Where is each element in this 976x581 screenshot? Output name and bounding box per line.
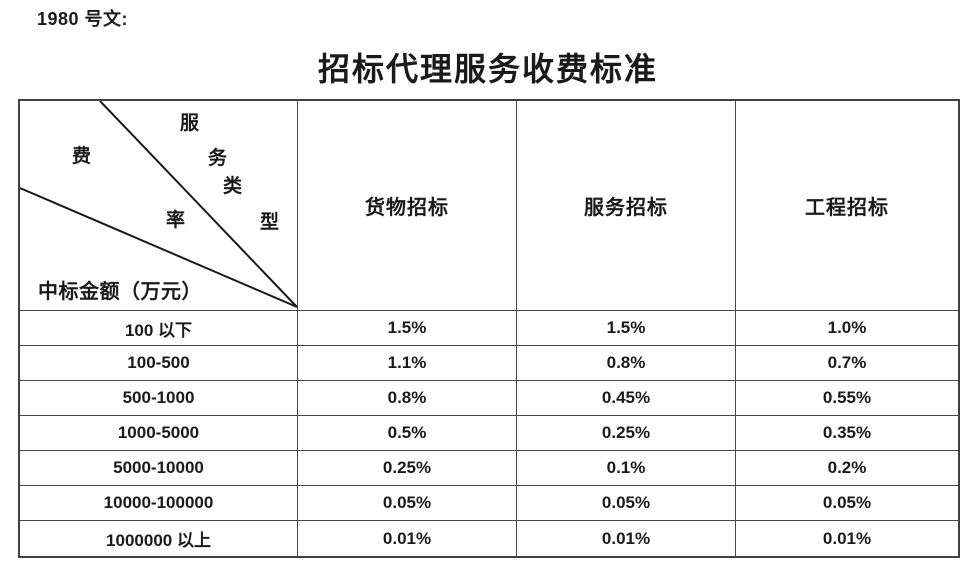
rate-cell: 0.05% xyxy=(298,486,517,521)
corner-service-char: 类 xyxy=(223,176,243,197)
rate-cell: 1.5% xyxy=(298,311,517,346)
fee-standard-table: 费 率 服 务 类 型 中标金额（万元） 货物招标 服务招标 工程招标 100 … xyxy=(18,99,960,558)
rate-cell: 0.05% xyxy=(517,486,736,521)
row-range-cell: 500-1000 xyxy=(20,381,298,416)
rate-cell: 0.05% xyxy=(736,486,958,521)
rate-cell: 0.01% xyxy=(517,521,736,556)
rate-cell: 1.0% xyxy=(736,311,958,346)
rate-cell: 1.1% xyxy=(298,346,517,381)
rate-cell: 0.25% xyxy=(517,416,736,451)
column-header-engineering: 工程招标 xyxy=(736,101,958,311)
column-header-goods: 货物招标 xyxy=(298,101,517,311)
corner-amount-label: 中标金额（万元） xyxy=(38,281,202,303)
document-ref-number: 1980 号文: xyxy=(37,9,129,29)
diagonal-divider-lines xyxy=(20,101,297,308)
row-range-cell: 5000-10000 xyxy=(20,451,298,486)
rate-cell: 0.45% xyxy=(517,381,736,416)
table-corner-cell: 费 率 服 务 类 型 中标金额（万元） xyxy=(20,101,298,311)
rate-cell: 0.55% xyxy=(736,381,958,416)
row-range-cell: 100 以下 xyxy=(20,311,298,346)
row-range-cell: 1000000 以上 xyxy=(20,521,298,556)
rate-cell: 0.1% xyxy=(517,451,736,486)
page-title: 招标代理服务收费标准 xyxy=(317,51,658,87)
corner-service-char: 型 xyxy=(260,212,280,233)
corner-fee-char: 费 xyxy=(72,146,92,167)
column-header-services: 服务招标 xyxy=(517,101,736,311)
rate-cell: 0.8% xyxy=(517,346,736,381)
rate-cell: 0.5% xyxy=(298,416,517,451)
row-range-cell: 10000-100000 xyxy=(20,486,298,521)
rate-cell: 0.01% xyxy=(298,521,517,556)
rate-cell: 0.35% xyxy=(736,416,958,451)
rate-cell: 0.25% xyxy=(298,451,517,486)
corner-service-char: 服 xyxy=(180,113,200,134)
row-range-cell: 1000-5000 xyxy=(20,416,298,451)
corner-service-char: 务 xyxy=(208,148,228,169)
rate-cell: 0.8% xyxy=(298,381,517,416)
rate-cell: 0.01% xyxy=(822,528,872,548)
rate-cell: 1.5% xyxy=(517,311,736,346)
row-range-cell: 100-500 xyxy=(20,346,298,381)
rate-cell: 0.2% xyxy=(736,451,958,486)
rate-cell: 0.7% xyxy=(736,346,958,381)
corner-rate-char: 率 xyxy=(166,210,186,231)
